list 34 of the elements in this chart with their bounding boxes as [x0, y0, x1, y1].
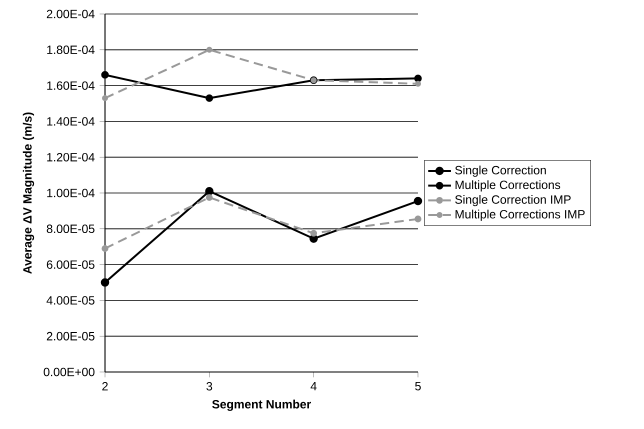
point [310, 230, 318, 237]
point [414, 196, 422, 206]
point [101, 71, 109, 79]
y-tick-label: 2.00E-04 [46, 10, 95, 18]
y-tick-label: 6.00E-05 [46, 260, 94, 269]
point [100, 278, 110, 287]
y-tick-label: 1.80E-04 [47, 46, 95, 54]
legend-label: Single Correction IMP [455, 194, 571, 206]
point [206, 194, 213, 201]
point [206, 94, 214, 102]
legend-label: Multiple Corrections IMP [456, 210, 585, 221]
legend-label: Single Correction [455, 166, 546, 177]
y-tick-label: 4.00E-05 [46, 296, 94, 305]
y-tick-label: 0.00E+00 [44, 368, 94, 376]
y-tick-label: 1.40E-04 [47, 117, 95, 126]
x-tick-label: 4 [310, 382, 317, 390]
point [414, 216, 422, 222]
point [206, 46, 212, 53]
point [205, 187, 214, 196]
point [102, 245, 108, 252]
y-tick-label: 1.20E-04 [47, 152, 95, 162]
x-tick-label: 5 [415, 382, 421, 390]
legend-label: Multiple Corrections [456, 180, 560, 192]
point [102, 95, 108, 102]
x-tick-label: 3 [206, 382, 212, 391]
y-tick-label: 1.60E-04 [47, 81, 95, 90]
y-tick-label: 1.00E-04 [47, 188, 95, 198]
point [414, 80, 421, 87]
y-tick-label: 8.00E-05 [46, 224, 94, 234]
x-tick-label: 2 [102, 382, 108, 390]
y-axis-title: Average ΔV Magnitude (m/s) [22, 112, 34, 274]
point [414, 74, 422, 82]
x-axis-title: Segment Number [212, 400, 311, 411]
y-tick-label: 2.00E-05 [46, 332, 94, 340]
